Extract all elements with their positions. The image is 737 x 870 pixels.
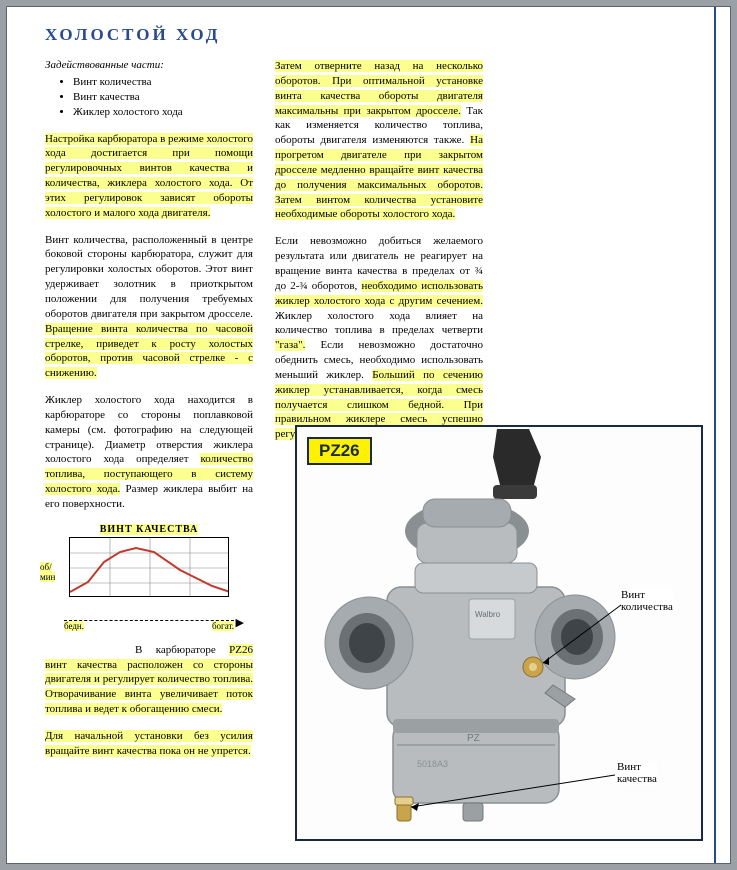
page-title: ХОЛОСТОЙ ХОД [45, 25, 708, 45]
chart-x-left: бедн. [64, 621, 84, 631]
para-3: Жиклер холостого хода находится в карбюр… [45, 393, 253, 512]
svg-text:5018A3: 5018A3 [417, 759, 448, 769]
carburetor-figure: PZ26 PZ 5018A3 [295, 425, 703, 841]
chart-title: ВИНТ КАЧЕСТВА [64, 524, 234, 535]
para-r2: Если невозможно добиться желаемого резул… [275, 234, 483, 442]
callout-quantity: Винт количества [621, 589, 673, 613]
quality-screw-chart: ВИНТ КАЧЕСТВА об/ мин [64, 524, 234, 617]
part-item: Жиклер холостого хода [73, 105, 253, 120]
svg-text:Walbro: Walbro [475, 610, 501, 619]
chart-frame: об/ мин бедн. богат. ▶ [64, 537, 234, 617]
right-rule [714, 7, 716, 863]
chart-y-label: об/ мин [40, 563, 55, 583]
svg-text:PZ: PZ [467, 733, 480, 744]
parts-intro: Задействованные части: [45, 59, 253, 71]
part-item: Винт количества [73, 75, 253, 90]
callout-quality: Винт качества [617, 761, 657, 785]
para-5: Для начальной установки без усилия враща… [45, 729, 253, 759]
para-1: Настройка карбюратора в режиме холостого… [45, 132, 253, 221]
parts-list: Винт количества Винт качества Жиклер хол… [45, 75, 253, 120]
column-left: Задействованные части: Винт количества В… [45, 59, 253, 771]
chart-x-arrow-icon: ▶ [236, 616, 244, 629]
manual-page: ХОЛОСТОЙ ХОД Задействованные части: Винт… [6, 6, 731, 864]
chart-x-right: богат. [212, 621, 234, 631]
para-4: В карбюраторе PZ26 винт качества располо… [45, 643, 253, 717]
para-2: Винт количества, расположенный в центре … [45, 233, 253, 381]
chart-svg [69, 537, 229, 597]
para-r1: Затем отверните назад на несколько оборо… [275, 59, 483, 222]
part-item: Винт качества [73, 90, 253, 105]
